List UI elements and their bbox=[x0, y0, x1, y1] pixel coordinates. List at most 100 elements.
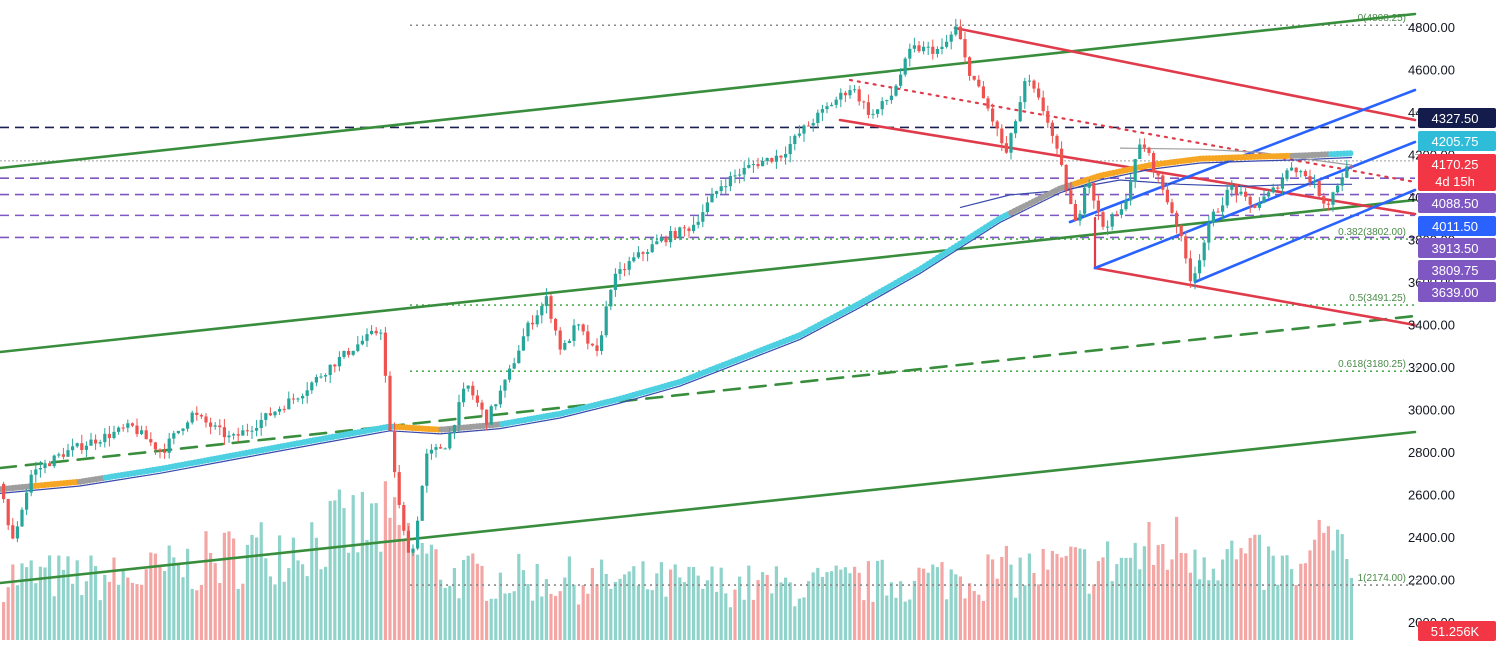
candle-body bbox=[761, 161, 765, 167]
volume-bar bbox=[641, 561, 645, 640]
volume-bar bbox=[245, 544, 249, 640]
volume-bar bbox=[425, 553, 429, 640]
volume-bar bbox=[71, 583, 75, 640]
axis-tick-label: 2800.00 bbox=[1408, 445, 1455, 460]
volume-tag bbox=[1418, 621, 1496, 641]
candle-body bbox=[830, 104, 834, 107]
candle-body bbox=[885, 100, 889, 102]
volume-bar bbox=[853, 566, 857, 640]
volume-bar bbox=[664, 596, 668, 640]
volume-tag-label: 51.256K bbox=[1431, 624, 1480, 639]
candle-body bbox=[586, 331, 590, 344]
volume-bar bbox=[1248, 537, 1252, 640]
volume-bar bbox=[871, 601, 875, 640]
channel-mid-line bbox=[0, 198, 1417, 354]
candle-body bbox=[117, 427, 121, 432]
volume-bar bbox=[963, 598, 967, 640]
candle-body bbox=[963, 39, 967, 58]
candle-body bbox=[360, 340, 364, 345]
candle-body bbox=[20, 509, 24, 527]
volume-bar bbox=[1096, 561, 1100, 640]
volume-bar bbox=[1303, 563, 1307, 640]
volume-bar bbox=[719, 567, 723, 640]
volume-bar bbox=[494, 598, 498, 640]
volume-bar bbox=[80, 595, 84, 640]
candle-body bbox=[365, 334, 369, 341]
volume-bar bbox=[84, 581, 88, 640]
candle-body bbox=[1142, 144, 1146, 148]
volume-bar bbox=[917, 567, 921, 640]
candle-body bbox=[613, 273, 617, 290]
candle-body bbox=[402, 505, 406, 531]
candle-body bbox=[1198, 260, 1202, 274]
volume-bar bbox=[328, 500, 332, 640]
volume-bar bbox=[1041, 549, 1045, 640]
candle-body bbox=[1023, 81, 1027, 103]
volume-bar bbox=[232, 538, 236, 640]
candle-body bbox=[1041, 97, 1045, 112]
volume-bar bbox=[443, 587, 447, 640]
candle-body bbox=[1110, 214, 1114, 227]
candle-body bbox=[112, 431, 116, 438]
price-tag bbox=[1418, 282, 1496, 302]
horizontal-levels bbox=[0, 126, 1415, 239]
volume-bar bbox=[1193, 549, 1197, 640]
candle-body bbox=[448, 433, 452, 449]
candle-body bbox=[632, 257, 636, 262]
candle-body bbox=[517, 350, 521, 364]
candle-body bbox=[374, 330, 378, 334]
volume-bar bbox=[885, 595, 889, 640]
candle-body bbox=[572, 325, 576, 341]
candle-body bbox=[34, 469, 38, 475]
volume-bar bbox=[305, 576, 309, 640]
volume-bar bbox=[761, 572, 765, 640]
candle-body bbox=[420, 485, 424, 521]
candle-body bbox=[1101, 212, 1105, 227]
volume-bar bbox=[176, 563, 180, 640]
candle-body bbox=[38, 468, 42, 470]
volume-bar bbox=[756, 580, 760, 640]
thin-ma-line-3 bbox=[1119, 147, 1353, 166]
volume-bar bbox=[1239, 548, 1243, 640]
volume-bar bbox=[1331, 550, 1335, 640]
candle-body bbox=[2, 483, 6, 500]
axis-tick-label: 4600.00 bbox=[1408, 63, 1455, 78]
candle-body bbox=[600, 335, 604, 351]
volume-bar bbox=[1221, 559, 1225, 640]
volume-bar bbox=[75, 560, 79, 640]
volume-bar bbox=[1175, 516, 1179, 640]
volume-bar bbox=[1014, 597, 1018, 640]
candle-body bbox=[452, 425, 456, 434]
volume-bar bbox=[1138, 569, 1142, 640]
volume-bar bbox=[1032, 573, 1036, 640]
candle-body bbox=[15, 526, 19, 539]
volume-bar bbox=[103, 574, 107, 640]
candle-body bbox=[167, 438, 171, 453]
candle-body bbox=[1193, 273, 1197, 282]
price-tag-label: 4327.50 bbox=[1432, 111, 1479, 126]
volume-bar bbox=[1046, 569, 1050, 640]
volume-bar bbox=[866, 561, 870, 640]
volume-bar bbox=[1184, 553, 1188, 640]
candle-body bbox=[705, 202, 709, 213]
candle-body bbox=[682, 227, 686, 229]
volume-bar bbox=[908, 599, 912, 640]
volume-bar bbox=[319, 569, 323, 640]
volume-bar bbox=[558, 591, 562, 640]
candle-body bbox=[503, 379, 507, 391]
trend-channels bbox=[0, 12, 1417, 585]
price-tag bbox=[1418, 216, 1496, 236]
candle-body bbox=[724, 186, 728, 188]
volume-bar bbox=[715, 591, 719, 640]
candle-body bbox=[1303, 171, 1307, 177]
candle-body bbox=[333, 364, 337, 367]
fib-label: 0.382(3802.00) bbox=[1338, 227, 1406, 238]
volume-bar bbox=[655, 573, 659, 640]
volume-bar bbox=[779, 582, 783, 640]
volume-bar bbox=[595, 584, 599, 640]
price-tag-label: 3913.50 bbox=[1432, 241, 1479, 256]
candle-body bbox=[195, 412, 199, 415]
volume-bar bbox=[618, 578, 622, 640]
